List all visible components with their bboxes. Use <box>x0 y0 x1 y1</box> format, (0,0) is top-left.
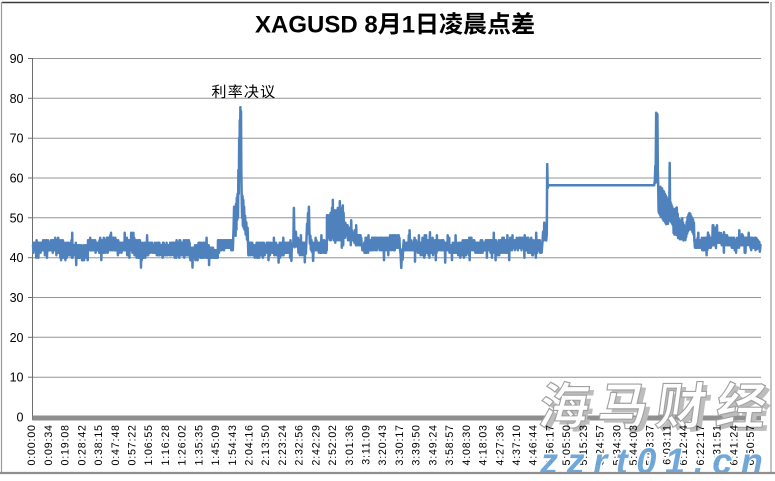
svg-text:3:01:36: 3:01:36 <box>344 424 356 465</box>
svg-text:0:47:48: 0:47:48 <box>110 424 122 465</box>
svg-text:2:13:50: 2:13:50 <box>260 424 272 465</box>
svg-text:4:08:30: 4:08:30 <box>461 424 473 465</box>
svg-text:2:23:24: 2:23:24 <box>277 424 289 465</box>
svg-text:5:53:37: 5:53:37 <box>645 424 657 465</box>
svg-text:1: 1 <box>402 12 415 39</box>
svg-text:1:45:09: 1:45:09 <box>210 424 222 465</box>
svg-text:4:56:17: 4:56:17 <box>544 424 556 465</box>
svg-text:20: 20 <box>10 331 24 345</box>
svg-text:2:04:16: 2:04:16 <box>244 424 256 465</box>
svg-text:5:05:50: 5:05:50 <box>561 424 573 465</box>
svg-text:4:27:36: 4:27:36 <box>494 424 506 465</box>
svg-text:50: 50 <box>10 211 24 225</box>
svg-text:0:38:15: 0:38:15 <box>93 424 105 465</box>
svg-text:70: 70 <box>10 132 24 146</box>
svg-text:4:37:10: 4:37:10 <box>511 424 523 465</box>
svg-text:5:24:57: 5:24:57 <box>595 424 607 465</box>
svg-text:6:12:44: 6:12:44 <box>678 424 690 465</box>
svg-text:5:44:03: 5:44:03 <box>628 424 640 465</box>
svg-text:3:58:57: 3:58:57 <box>444 424 456 465</box>
svg-text:30: 30 <box>10 291 24 305</box>
svg-text:0: 0 <box>17 411 24 425</box>
svg-text:2:52:02: 2:52:02 <box>327 424 339 465</box>
svg-text:6:41:24: 6:41:24 <box>728 424 740 465</box>
svg-text:3:30:17: 3:30:17 <box>394 424 406 465</box>
svg-text:6:03:11: 6:03:11 <box>661 424 673 465</box>
svg-text:4:18:03: 4:18:03 <box>478 424 490 465</box>
svg-text:4:46:44: 4:46:44 <box>528 424 540 465</box>
svg-text:40: 40 <box>10 251 24 265</box>
svg-text:3:39:50: 3:39:50 <box>411 424 423 465</box>
svg-text:2:32:56: 2:32:56 <box>294 424 306 465</box>
svg-text:1:54:43: 1:54:43 <box>227 424 239 465</box>
svg-text:0:09:34: 0:09:34 <box>43 424 55 465</box>
svg-text:3:49:24: 3:49:24 <box>427 424 439 465</box>
svg-text:1:26:02: 1:26:02 <box>177 424 189 465</box>
svg-text:6:22:17: 6:22:17 <box>695 424 707 465</box>
svg-text:1:06:55: 1:06:55 <box>143 424 155 465</box>
svg-text:6:50:57: 6:50:57 <box>745 424 757 465</box>
svg-text:5:34:30: 5:34:30 <box>611 424 623 465</box>
svg-text:80: 80 <box>10 92 24 106</box>
svg-text:5:15:23: 5:15:23 <box>578 424 590 465</box>
svg-text:3:11:09: 3:11:09 <box>361 424 373 465</box>
svg-text:1:16:28: 1:16:28 <box>160 424 172 465</box>
svg-text:90: 90 <box>10 52 24 66</box>
svg-text:0:00:00: 0:00:00 <box>26 424 38 465</box>
svg-text:zzrt01.cn: zzrt01.cn <box>539 441 771 477</box>
svg-text:0:19:08: 0:19:08 <box>60 424 72 465</box>
svg-text:1:35:35: 1:35:35 <box>193 424 205 465</box>
svg-text:60: 60 <box>10 172 24 186</box>
svg-text:10: 10 <box>10 371 24 385</box>
svg-text:XAGUSD 8: XAGUSD 8 <box>255 12 378 39</box>
svg-text:2:42:29: 2:42:29 <box>310 424 322 465</box>
svg-text:0:57:22: 0:57:22 <box>127 424 139 465</box>
svg-text:3:20:43: 3:20:43 <box>377 424 389 465</box>
svg-text:0:28:42: 0:28:42 <box>76 424 88 465</box>
svg-text:6:31:51: 6:31:51 <box>712 424 724 465</box>
